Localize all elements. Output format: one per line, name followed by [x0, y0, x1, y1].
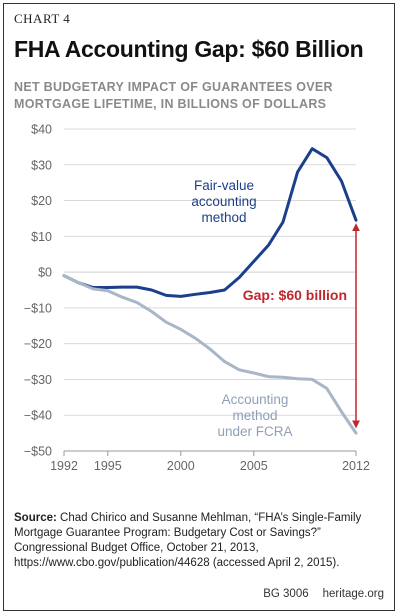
chart-title: FHA Accounting Gap: $60 Billion [14, 36, 364, 62]
y-tick-label: $20 [31, 194, 52, 208]
chart-subtitle: NET BUDGETARY IMPACT OF GUARANTEES OVER … [14, 80, 333, 111]
y-tick-label: $10 [31, 230, 52, 244]
y-tick-label: −$20 [24, 337, 52, 351]
source-text: Chad Chirico and Susanne Mehlman, “FHA’s… [14, 512, 362, 569]
chart-number: CHART 4 [14, 11, 71, 26]
fcra-series-line [62, 274, 358, 435]
source-note: Source: Chad Chirico and Susanne Mehlman… [14, 511, 386, 571]
x-tick-label: 2000 [167, 459, 195, 473]
y-tick-label: $40 [31, 123, 52, 137]
footer-site: heritage.org [322, 588, 384, 600]
fair-value-series-line [62, 147, 358, 298]
x-tick-label: 2012 [342, 459, 370, 473]
y-tick-label: −$10 [24, 301, 52, 315]
x-tick-label: 1995 [94, 459, 122, 473]
y-tick-label: −$40 [24, 409, 52, 423]
chart-frame [3, 3, 395, 611]
y-tick-label: $30 [31, 158, 52, 172]
source-label: Source: [14, 512, 57, 524]
fair-value-series-label: Fair-value accounting method [191, 178, 256, 225]
x-tick-label: 1992 [50, 459, 78, 473]
footer-code: BG 3006 [263, 588, 309, 600]
footer: BG 3006 heritage.org [249, 588, 384, 600]
y-tick-label: −$50 [24, 445, 52, 459]
x-tick-label: 2005 [240, 459, 268, 473]
y-tick-label: $0 [38, 266, 52, 280]
fcra-series-label: Accounting method under FCRA [217, 392, 292, 439]
gap-annotation-label: Gap: $60 billion [243, 287, 347, 303]
y-tick-label: −$30 [24, 373, 52, 387]
